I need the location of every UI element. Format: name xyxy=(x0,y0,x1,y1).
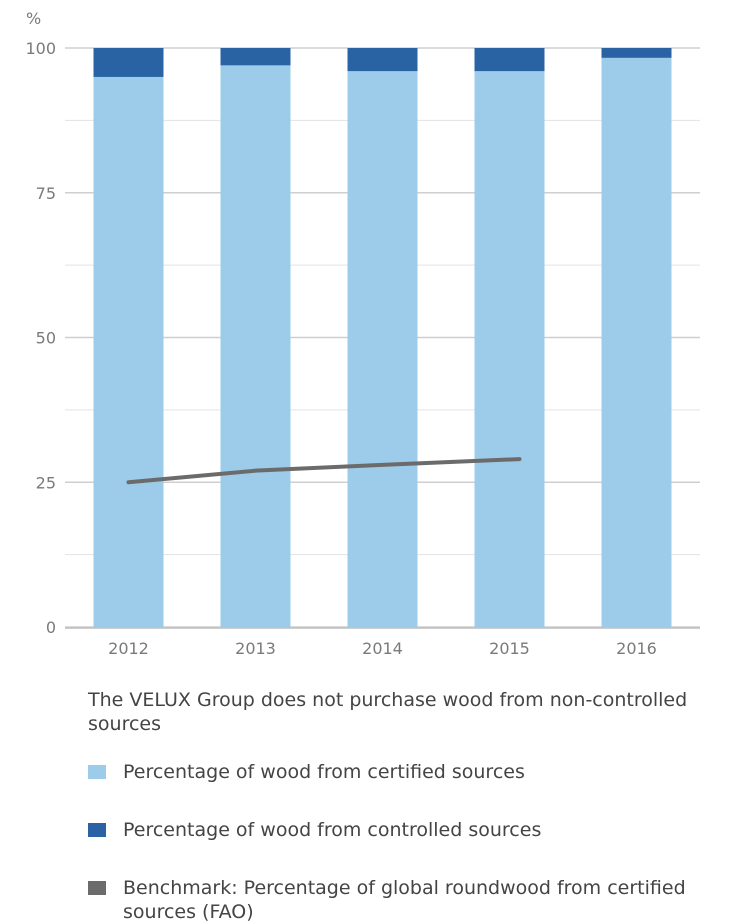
bar-controlled xyxy=(474,48,545,72)
x-tick-label: 2014 xyxy=(362,639,403,658)
legend-swatch-certified xyxy=(88,765,106,779)
y-tick-label: 75 xyxy=(36,184,56,203)
bar-controlled xyxy=(347,48,418,72)
legend-item-controlled: Percentage of wood from controlled sourc… xyxy=(88,818,733,842)
legend-swatch-benchmark xyxy=(88,881,106,895)
y-tick-label: 100 xyxy=(25,39,56,58)
legend-item-certified: Percentage of wood from certified source… xyxy=(88,760,733,784)
legend-label-benchmark: Benchmark: Percentage of global roundwoo… xyxy=(123,877,686,923)
legend-label-controlled: Percentage of wood from controlled sourc… xyxy=(123,819,542,841)
bar-certified xyxy=(474,71,545,627)
x-tick-label: 2012 xyxy=(108,639,149,658)
bar-controlled xyxy=(220,48,291,66)
legend-label-certified: Percentage of wood from certified source… xyxy=(123,761,525,783)
legend-item-benchmark: Benchmark: Percentage of global roundwoo… xyxy=(88,876,733,924)
y-tick-label: 0 xyxy=(46,618,56,637)
legend: Percentage of wood from certified source… xyxy=(88,760,733,924)
y-tick-label: 25 xyxy=(36,473,56,492)
bar-certified xyxy=(220,65,291,628)
bar-controlled xyxy=(93,48,164,77)
bar-certified xyxy=(601,57,672,627)
y-tick-label: 50 xyxy=(36,329,56,348)
x-tick-label: 2013 xyxy=(235,639,276,658)
legend-swatch-controlled xyxy=(88,823,106,837)
stacked-bar-chart: 0 25 50 75 100% 2012 2013 2014 2015 2016 xyxy=(25,9,700,658)
bar-certified xyxy=(347,71,418,627)
x-tick-label: 2016 xyxy=(616,639,657,658)
bar-certified xyxy=(93,76,164,627)
y-axis: 0 25 50 75 100% xyxy=(25,9,56,637)
benchmark-line-group xyxy=(126,457,522,485)
x-axis: 2012 2013 2014 2015 2016 xyxy=(65,627,700,658)
y-axis-unit: % xyxy=(26,9,41,28)
bar-controlled xyxy=(601,48,672,58)
bars xyxy=(93,48,672,628)
chart-note: The VELUX Group does not purchase wood f… xyxy=(88,689,688,735)
benchmark-line xyxy=(126,457,522,485)
x-tick-label: 2015 xyxy=(489,639,530,658)
